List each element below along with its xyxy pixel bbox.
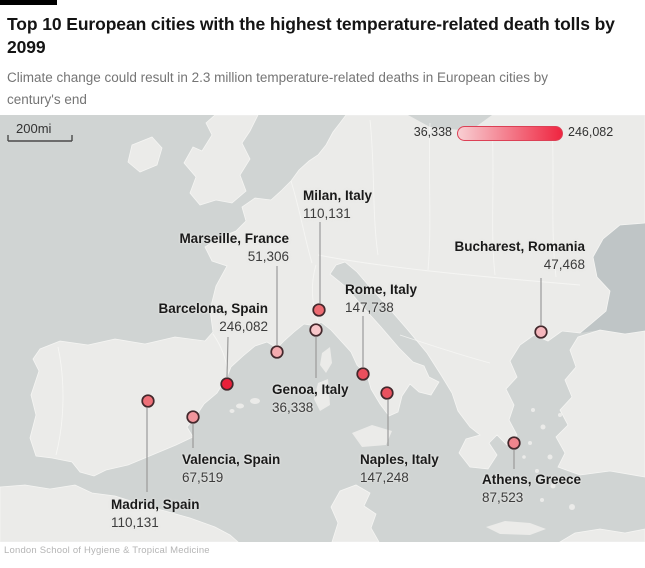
city-value: 51,306	[247, 248, 289, 264]
city-name: Barcelona, Spain	[158, 301, 268, 316]
north-africa	[0, 484, 239, 542]
leader-line	[226, 336, 229, 378]
page-subtitle: Climate change could result in 2.3 milli…	[7, 70, 549, 107]
libya-coast	[559, 528, 645, 542]
city-dot	[270, 345, 284, 359]
city-value: 110,131	[111, 514, 159, 530]
balearic-island	[250, 398, 260, 404]
city-dot	[534, 325, 548, 339]
europe-map: 200mi 36,338 246,082 Madrid, Spain 110,13…	[0, 115, 645, 542]
city-name: Valencia, Spain	[182, 452, 281, 467]
scale-bar	[7, 135, 73, 142]
city-dot	[380, 386, 394, 400]
city-value: 246,082	[219, 318, 268, 334]
balearic-island	[229, 409, 235, 413]
page-title: Top 10 European cities with the highest …	[7, 14, 615, 58]
city-label: Athens, Greece 87,523	[482, 471, 581, 506]
turkey	[555, 329, 645, 478]
city-name: Madrid, Spain	[111, 497, 200, 512]
city-name: Marseille, France	[179, 231, 289, 246]
city-label: Genoa, Italy 36,338	[272, 381, 349, 416]
city-label: Marseille, France 51,306	[179, 230, 289, 265]
city-dot	[312, 303, 326, 317]
great-britain	[183, 115, 259, 206]
city-label: Barcelona, Spain 246,082	[158, 300, 268, 335]
city-label: Bucharest, Romania 47,468	[454, 238, 585, 273]
city-label: Naples, Italy 147,248	[360, 451, 439, 486]
tunisia	[330, 484, 380, 542]
legend-min-label: 36,338	[413, 125, 452, 139]
city-value: 147,738	[345, 299, 394, 315]
city-dot	[220, 377, 234, 391]
city-name: Naples, Italy	[360, 452, 439, 467]
city-markers-layer	[141, 222, 548, 492]
city-value: 36,338	[272, 399, 314, 415]
sicily	[352, 425, 392, 447]
city-dot	[141, 394, 155, 408]
balearic-island	[236, 403, 244, 409]
legend-gradient-pill	[457, 126, 563, 141]
city-value: 67,519	[182, 469, 224, 485]
city-name: Bucharest, Romania	[454, 239, 585, 254]
city-dot	[507, 436, 521, 450]
black-sea	[580, 223, 645, 334]
city-value: 110,131	[303, 205, 351, 221]
city-label: Milan, Italy 110,131	[303, 187, 372, 222]
sardinia	[314, 379, 330, 411]
source-attribution: London School of Hygiene & Tropical Medi…	[4, 545, 210, 556]
city-label: Valencia, Spain 67,519	[182, 451, 280, 486]
city-value: 47,468	[543, 256, 585, 272]
city-name: Athens, Greece	[482, 472, 582, 487]
crete	[486, 521, 546, 535]
legend-max-label: 246,082	[568, 125, 614, 139]
city-name: Genoa, Italy	[272, 382, 349, 397]
ireland	[127, 136, 163, 173]
accent-bar	[0, 0, 57, 5]
city-dot	[309, 323, 323, 337]
corsica	[320, 347, 332, 373]
city-label: Madrid, Spain 110,131	[111, 496, 200, 531]
city-value: 87,523	[482, 489, 524, 505]
city-dot	[186, 410, 200, 424]
city-name: Milan, Italy	[303, 188, 373, 203]
city-value: 147,248	[360, 469, 409, 485]
city-dot	[356, 367, 370, 381]
scale-bar-label: 200mi	[16, 121, 52, 136]
continent	[29, 115, 645, 477]
city-name: Rome, Italy	[345, 282, 418, 297]
city-label: Rome, Italy 147,738	[345, 281, 417, 316]
country-borders	[55, 119, 581, 456]
aegean-islands	[522, 408, 575, 510]
